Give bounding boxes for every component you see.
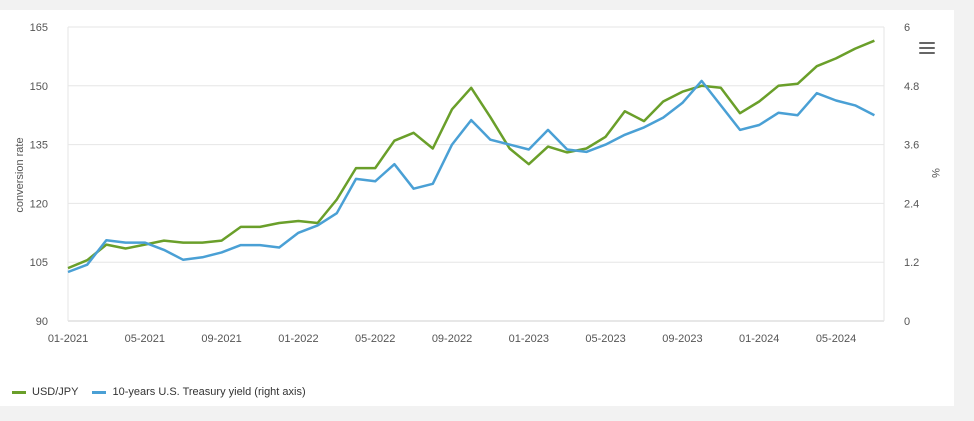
series-line-treasury-yield[interactable]: [67, 79, 875, 274]
chart-panel: 90 105 120 135 150 165 0 1.2 2.4 3.6 4.8 6 01-2021 05…: [0, 10, 954, 406]
y-left-tick-label: 120: [30, 198, 48, 210]
y-left-tick-label: 150: [30, 81, 48, 93]
x-tick-label: 01-2021: [48, 333, 88, 345]
y-left-tick-label: 105: [30, 257, 48, 269]
x-tick-label: 09-2022: [432, 333, 472, 345]
series-lines: [67, 39, 875, 274]
x-tick-label: 01-2023: [509, 333, 549, 345]
legend-label-usdjpy: USD/JPY: [32, 386, 79, 398]
grid-lines: [67, 26, 885, 322]
x-tick-label: 05-2024: [816, 333, 856, 345]
series-line-usdjpy[interactable]: [67, 39, 875, 270]
y-left-axis-title: conversion rate: [14, 137, 26, 212]
x-tick-label: 05-2022: [355, 333, 395, 345]
y-right-tick-label: 4.8: [904, 81, 919, 93]
line-chart: 90 105 120 135 150 165 0 1.2 2.4 3.6 4.8 6 01-2021 05…: [14, 22, 941, 345]
x-tick-label: 01-2024: [739, 333, 779, 345]
x-tick-label: 05-2023: [585, 333, 625, 345]
tick-labels: 90 105 120 135 150 165 0 1.2 2.4 3.6 4.8 6 01-2021 05…: [30, 22, 920, 345]
chart-menu-button[interactable]: [919, 42, 935, 56]
y-right-tick-label: 6: [904, 22, 910, 34]
y-left-tick-label: 135: [30, 140, 48, 152]
y-right-axis-title: %: [929, 168, 941, 178]
x-tick-label: 09-2021: [201, 333, 241, 345]
legend-swatch-treasury: [92, 390, 107, 394]
legend-label-treasury: 10-years U.S. Treasury yield (right axis…: [112, 386, 306, 398]
legend: USD/JPY 10-years U.S. Treasury yield (ri…: [12, 386, 306, 398]
hamburger-menu-icon: [919, 42, 935, 44]
legend-item-treasury[interactable]: 10-years U.S. Treasury yield (right axis…: [92, 386, 306, 398]
y-left-tick-label: 90: [36, 316, 48, 328]
x-tick-label: 09-2023: [662, 333, 702, 345]
y-right-tick-label: 2.4: [904, 198, 919, 210]
x-tick-label: 01-2022: [278, 333, 318, 345]
y-right-tick-label: 3.6: [904, 140, 919, 152]
y-left-tick-label: 165: [30, 22, 48, 34]
x-tick-label: 05-2021: [125, 333, 165, 345]
y-right-tick-label: 0: [904, 316, 910, 328]
y-right-tick-label: 1.2: [904, 257, 919, 269]
legend-item-usdjpy[interactable]: USD/JPY: [12, 386, 78, 398]
legend-swatch-usdjpy: [12, 390, 26, 394]
